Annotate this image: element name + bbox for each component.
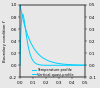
Temperature profile bbox=[72, 64, 73, 65]
Temperature profile bbox=[64, 64, 66, 65]
Temperature profile bbox=[70, 64, 72, 65]
Vertical quasi-profile bbox=[64, 65, 66, 66]
Temperature profile bbox=[46, 59, 47, 60]
Vertical quasi-profile bbox=[72, 65, 73, 66]
Temperature profile bbox=[48, 60, 50, 62]
Temperature profile bbox=[26, 32, 27, 33]
Legend: Temperature profile, Vertical quasi-profile: Temperature profile, Vertical quasi-prof… bbox=[32, 68, 74, 77]
Vertical quasi-profile bbox=[48, 65, 50, 66]
Vertical quasi-profile bbox=[50, 65, 51, 66]
Vertical quasi-profile bbox=[26, 38, 27, 39]
Temperature profile bbox=[85, 65, 86, 66]
Line: Temperature profile: Temperature profile bbox=[20, 5, 86, 65]
Vertical quasi-profile bbox=[22, 13, 23, 15]
Temperature profile bbox=[20, 4, 21, 6]
Vertical quasi-profile bbox=[20, 65, 21, 66]
Y-axis label: Boundary condition f': Boundary condition f' bbox=[4, 20, 8, 62]
Line: Vertical quasi-profile: Vertical quasi-profile bbox=[20, 14, 86, 65]
Vertical quasi-profile bbox=[46, 65, 47, 66]
Vertical quasi-profile bbox=[71, 65, 72, 66]
Vertical quasi-profile bbox=[85, 65, 86, 66]
